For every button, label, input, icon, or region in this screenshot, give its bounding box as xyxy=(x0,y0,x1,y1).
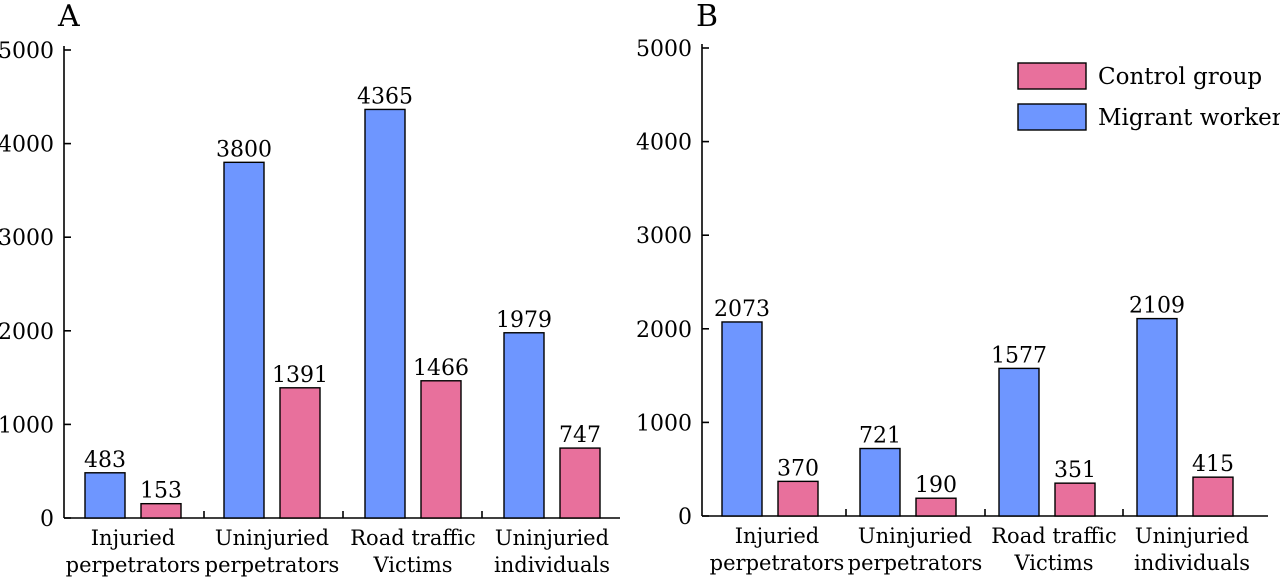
legend-swatch xyxy=(1017,103,1087,131)
bar xyxy=(1136,317,1178,517)
bar xyxy=(559,447,601,519)
y-tick-label: 5000 xyxy=(636,37,692,62)
panel-label: A xyxy=(57,0,80,34)
x-tick-label: perpetrators xyxy=(848,551,983,575)
data-label: 3800 xyxy=(216,137,272,162)
data-label: 2073 xyxy=(714,297,770,322)
x-tick-label: Uninjuried xyxy=(858,524,972,548)
bar xyxy=(140,502,182,519)
x-tick-label: perpetrators xyxy=(710,551,845,575)
x-tick-label: individuals xyxy=(494,553,610,577)
data-label: 747 xyxy=(559,423,601,448)
y-tick-label: 5000 xyxy=(0,39,54,64)
bar xyxy=(998,367,1040,517)
panel-b: B 0 1000 2000 3000 4000 5000 2073 721 1577 2109 370… xyxy=(636,0,1280,575)
data-label: 351 xyxy=(1054,458,1096,483)
legend: Control group Migrant workers xyxy=(1017,62,1280,131)
y-tick-label: 3000 xyxy=(636,224,692,249)
panel-a: A 0 1000 2000 3000 4000 5000 483 3800 4365 1979 153… xyxy=(0,0,620,577)
x-tick-label: Uninjuried xyxy=(1135,524,1249,548)
data-label: 415 xyxy=(1192,452,1234,477)
panel-label: B xyxy=(696,0,718,34)
bar xyxy=(503,332,545,519)
y-tick-label: 2000 xyxy=(0,320,54,345)
x-tick-label: Road traffic xyxy=(991,524,1117,548)
bar xyxy=(859,447,901,517)
bar xyxy=(915,497,957,517)
data-label: 370 xyxy=(777,456,819,481)
y-tick-label: 4000 xyxy=(0,133,54,158)
bar xyxy=(364,108,406,519)
x-tick-label: Uninjuried xyxy=(215,526,329,550)
data-label: 1466 xyxy=(413,356,469,381)
data-label: 721 xyxy=(859,424,901,449)
bar xyxy=(279,387,321,519)
legend-label: Control group xyxy=(1098,64,1262,90)
x-tick-label: Victims xyxy=(1013,551,1093,575)
y-tick-label: 2000 xyxy=(636,318,692,343)
x-tick-label: Injuried xyxy=(91,526,175,550)
bar xyxy=(1054,482,1096,517)
bar xyxy=(420,380,462,519)
y-tick-label: 0 xyxy=(40,507,54,532)
bar xyxy=(84,472,126,519)
bar xyxy=(721,321,763,517)
data-label: 1979 xyxy=(496,308,552,333)
data-label: 483 xyxy=(84,448,126,473)
data-label: 153 xyxy=(140,479,182,504)
data-label: 4365 xyxy=(357,84,413,109)
data-label: 1577 xyxy=(991,343,1047,368)
bar xyxy=(223,161,265,519)
y-tick-label: 3000 xyxy=(0,226,54,251)
bar xyxy=(1192,476,1234,517)
x-tick-label: perpetrators xyxy=(66,553,201,577)
x-tick-label: perpetrators xyxy=(205,553,340,577)
x-tick-label: individuals xyxy=(1134,551,1250,575)
legend-swatch xyxy=(1017,62,1087,90)
data-label: 2109 xyxy=(1129,294,1185,319)
y-tick-label: 1000 xyxy=(0,413,54,438)
data-label: 190 xyxy=(915,473,957,498)
x-tick-label: Victims xyxy=(372,553,452,577)
data-label: 1391 xyxy=(272,363,328,388)
y-tick-label: 0 xyxy=(678,505,692,530)
x-tick-label: Road traffic xyxy=(350,526,476,550)
x-tick-label: Uninjuried xyxy=(495,526,609,550)
y-tick-label: 1000 xyxy=(636,411,692,436)
bar xyxy=(777,480,819,517)
y-tick-label: 4000 xyxy=(636,131,692,156)
x-tick-label: Injuried xyxy=(735,524,819,548)
legend-label: Migrant workers xyxy=(1098,105,1280,131)
